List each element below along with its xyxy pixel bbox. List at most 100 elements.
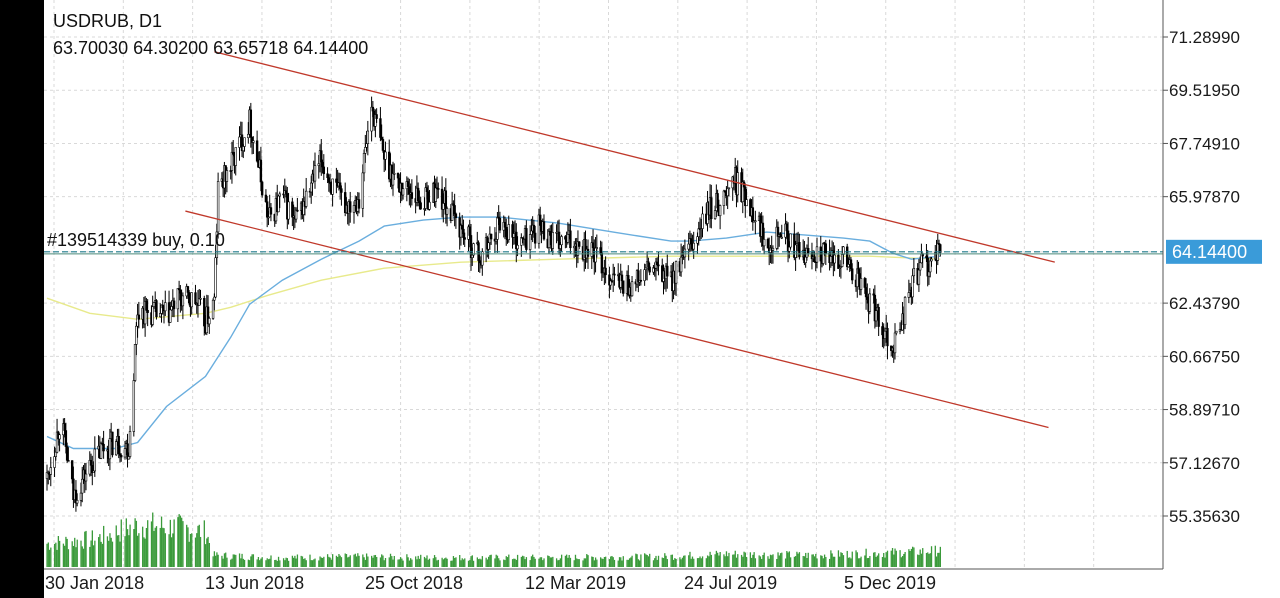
volume-bar	[787, 552, 789, 567]
volume-bar	[250, 556, 252, 567]
volume-bar	[759, 556, 762, 567]
volume-bar	[381, 554, 383, 567]
candle-body	[637, 270, 640, 283]
candle-body	[371, 106, 375, 112]
candle-body	[63, 423, 66, 431]
volume-bar	[401, 558, 403, 567]
candle-body	[216, 181, 220, 233]
candle-body	[683, 248, 687, 258]
volume-bar	[584, 558, 587, 567]
candle-body	[613, 273, 616, 276]
volume-bar	[294, 555, 296, 567]
volume-bar	[300, 555, 302, 567]
candle-body	[886, 328, 889, 347]
candle-body	[771, 247, 775, 251]
volume-bar	[796, 551, 798, 567]
candle-body	[815, 246, 819, 263]
volume-bar	[452, 556, 455, 567]
candle-body	[868, 293, 872, 312]
volume-bar	[486, 559, 489, 567]
volume-bar	[675, 558, 677, 567]
candle-body	[620, 274, 624, 282]
volume-bar	[917, 554, 919, 567]
candle-body	[190, 292, 193, 308]
volume-bar	[282, 558, 285, 567]
volume-bar	[186, 524, 188, 567]
volume-bar	[65, 536, 67, 567]
volume-bar	[706, 555, 709, 567]
volume-bar	[875, 556, 877, 567]
volume-bar	[803, 556, 806, 567]
x-tick-label: 5 Dec 2019	[844, 573, 936, 593]
volume-bar	[326, 554, 329, 567]
volume-bar	[136, 535, 139, 567]
candle-body	[788, 246, 791, 252]
volume-bar	[781, 552, 783, 567]
volume-bar	[152, 512, 154, 567]
candle-body	[128, 431, 132, 457]
volume-bar	[834, 556, 836, 567]
order-label[interactable]: #139514339 buy, 0.10	[47, 230, 225, 250]
candle-body	[564, 236, 567, 240]
candle-body	[736, 172, 739, 196]
volume-bar	[82, 548, 85, 567]
candle-body	[58, 434, 61, 440]
volume-bar	[559, 558, 562, 567]
candle-body	[917, 269, 921, 285]
candle-body	[481, 251, 484, 266]
candle-body	[679, 256, 683, 273]
candle-body	[242, 146, 245, 152]
volume-bar	[805, 552, 807, 567]
candle-body	[65, 446, 69, 461]
volume-bar	[840, 552, 842, 567]
volume-bar	[797, 553, 799, 567]
volume-bar	[670, 554, 672, 567]
volume-bar	[938, 552, 940, 567]
volume-bar	[56, 549, 58, 567]
volume-bar	[450, 560, 452, 567]
candle-body	[108, 438, 112, 460]
volume-bar	[428, 558, 431, 567]
volume-bar	[876, 555, 879, 567]
volume-bar	[433, 555, 436, 567]
volume-bar	[631, 555, 633, 567]
candle-body	[766, 239, 770, 249]
volume-bar	[355, 556, 358, 567]
x-tick-label: 13 Jun 2018	[205, 573, 304, 593]
volume-bar	[415, 556, 417, 567]
volume-bar	[100, 541, 102, 567]
volume-bar	[732, 554, 734, 567]
volume-bar	[816, 558, 818, 567]
candle-body	[454, 213, 458, 218]
volume-bar	[420, 554, 422, 567]
volume-bar	[786, 551, 788, 567]
ma-fast	[46, 216, 941, 450]
volume-bar	[928, 553, 930, 567]
volume-bar	[160, 516, 163, 567]
volume-bar	[895, 550, 897, 567]
volume-bar	[451, 560, 453, 567]
volume-bar	[145, 527, 148, 567]
trend-channel[interactable]	[185, 51, 1055, 429]
volume-bar	[163, 528, 165, 567]
candle-body	[639, 279, 643, 282]
volume-bar	[365, 553, 368, 567]
volume-bar	[925, 552, 928, 567]
volume-bar	[735, 557, 738, 567]
volume-bar	[295, 558, 297, 567]
volume-bar	[383, 560, 385, 567]
candle-body	[859, 278, 863, 290]
candle-body	[54, 451, 58, 457]
channel-lower-line[interactable]	[185, 210, 1049, 429]
candle-body	[181, 295, 185, 307]
volume-bar	[389, 553, 392, 567]
volume-bar	[441, 557, 443, 567]
left-edge-bar	[0, 0, 44, 598]
volume-bar	[212, 556, 214, 567]
candle-body	[370, 106, 373, 132]
volume-bar	[225, 552, 227, 567]
volume-bar	[274, 559, 276, 567]
volume-bar	[305, 560, 307, 567]
channel-upper-line[interactable]	[214, 51, 1055, 263]
